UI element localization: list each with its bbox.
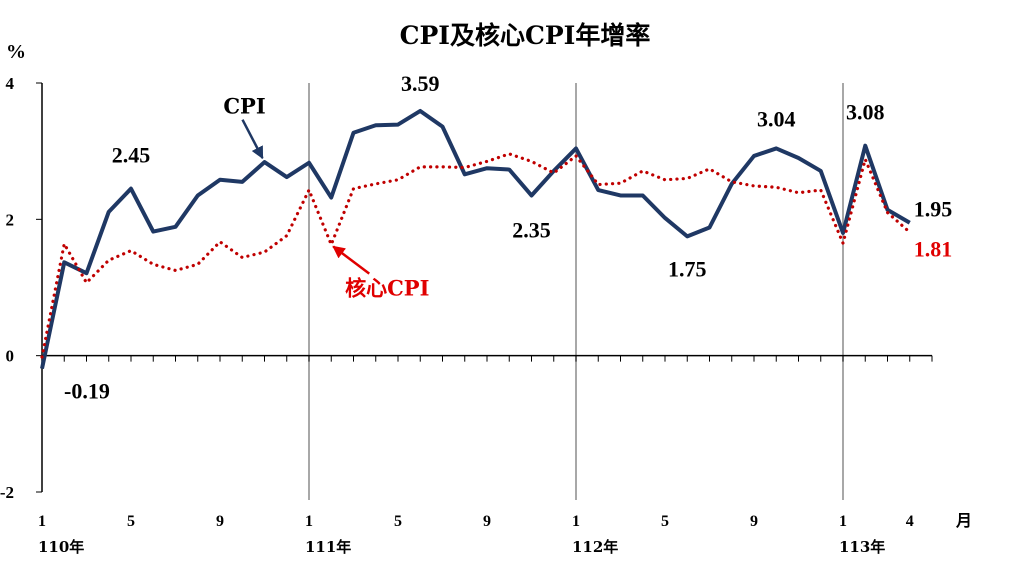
x-tick-label: 9	[750, 513, 758, 530]
cpi-annotation-label: CPI	[223, 94, 265, 119]
year-label: 110年	[38, 538, 84, 556]
core-cpi-annotation-arrow	[332, 245, 371, 275]
x-tick-label: 9	[216, 513, 224, 530]
x-tick-label: 1	[839, 513, 847, 530]
chart-title: CPI及核心CPI年增率	[400, 21, 651, 50]
axes	[36, 82, 933, 493]
cpi-data-label: 2.35	[512, 217, 551, 242]
cpi-data-label: 3.04	[757, 106, 796, 131]
x-tick-label: 5	[661, 513, 669, 530]
x-tick-label: 1	[305, 513, 313, 530]
x-tick-label: 4	[906, 513, 914, 530]
data-labels: -0.19 2.45 3.59 2.35 1.75 3.04 3.08 1.95 1.81	[64, 71, 952, 404]
cpi-data-label: -0.19	[64, 379, 110, 404]
cpi-annotation-arrow	[241, 119, 264, 160]
cpi-data-label: 3.08	[846, 100, 885, 125]
x-tick-label: 9	[483, 513, 491, 530]
y-tick-label: -2	[0, 483, 14, 502]
series-lines	[40, 108, 912, 370]
core-cpi-series-line	[40, 152, 912, 359]
cpi-data-label: 1.95	[914, 197, 953, 222]
x-tick-label: 1	[38, 513, 46, 530]
core-cpi-data-label: 1.81	[914, 236, 953, 261]
year-label: 112年	[572, 538, 618, 556]
cpi-data-label: 1.75	[668, 256, 707, 281]
x-tick-label: 5	[394, 513, 402, 530]
y-tick-label: 0	[6, 347, 15, 366]
cpi-data-label: 2.45	[112, 143, 151, 168]
y-axis-unit: %	[6, 41, 26, 63]
series-annotations: CPI 核心CPI	[223, 94, 429, 301]
x-axis-unit: 月	[955, 511, 972, 530]
year-label: 113年	[839, 538, 885, 556]
cpi-data-label: 3.59	[401, 71, 440, 96]
y-tick-label: 2	[6, 210, 15, 229]
cpi-series-line	[40, 108, 911, 370]
y-tick-labels: -2 0 2 4	[0, 74, 15, 502]
x-tick-label: 1	[572, 513, 580, 530]
year-labels: 110年 111年 112年 113年	[38, 538, 885, 556]
y-tick-label: 4	[6, 74, 15, 93]
x-tick-label: 5	[127, 513, 135, 530]
x-tick-labels: 1 5 9 1 5 9 1 5 9 1 4	[38, 513, 914, 530]
year-label: 111年	[305, 538, 351, 556]
core-cpi-annotation-label: 核心CPI	[345, 276, 429, 301]
